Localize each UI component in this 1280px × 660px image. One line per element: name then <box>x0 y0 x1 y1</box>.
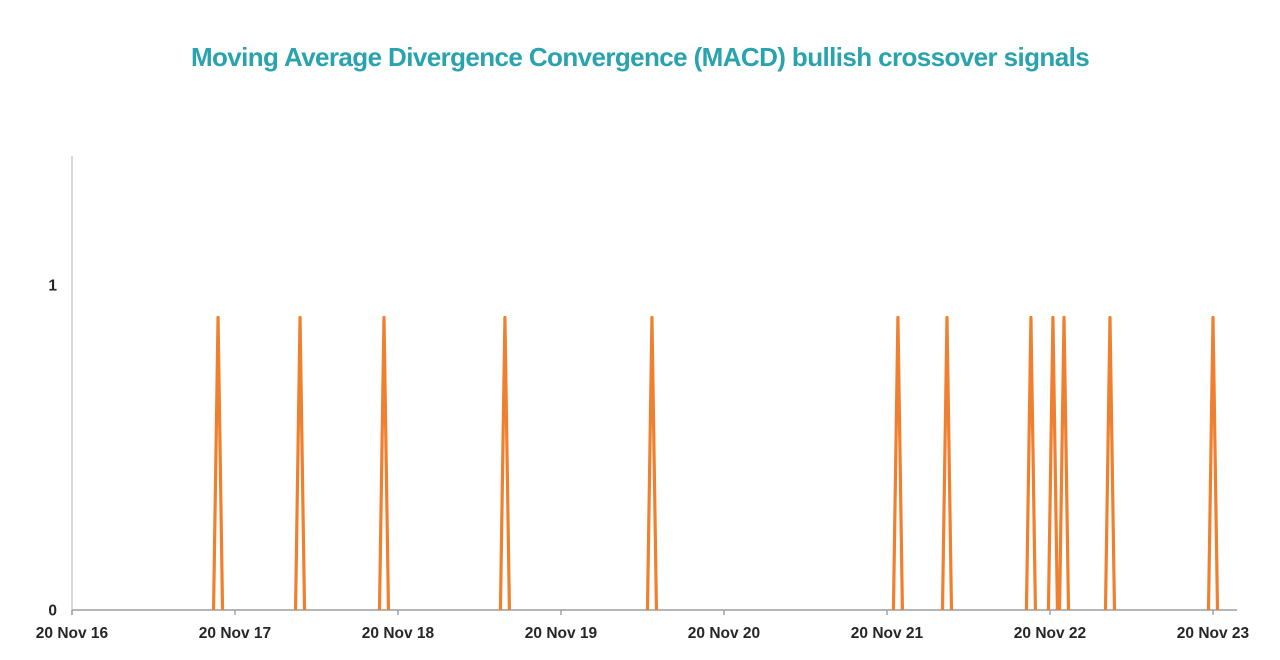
x-axis-label: 20 Nov 21 <box>851 625 924 642</box>
x-axis-label: 20 Nov 20 <box>688 625 760 642</box>
signal-spike <box>1206 315 1220 611</box>
signal-spike <box>1103 315 1117 611</box>
signal-spike <box>211 315 225 611</box>
x-axis-label: 20 Nov 22 <box>1014 625 1086 642</box>
signal-spike <box>498 315 512 611</box>
signal-spike <box>1024 315 1038 611</box>
signal-spike <box>891 315 905 611</box>
x-axis-label: 20 Nov 17 <box>199 625 271 642</box>
x-axis-label: 20 Nov 16 <box>36 625 109 642</box>
y-axis-label: 0 <box>48 603 57 620</box>
x-axis-label: 20 Nov 23 <box>1177 625 1250 642</box>
chart-title: Moving Average Divergence Convergence (M… <box>190 42 1090 72</box>
signal-spike <box>1057 315 1071 611</box>
signal-spike <box>293 315 307 611</box>
y-axis-label: 1 <box>48 278 57 295</box>
signal-spike <box>645 315 659 611</box>
signal-spike <box>377 315 391 611</box>
signal-spike <box>940 315 954 611</box>
x-axis-label: 20 Nov 19 <box>525 625 598 642</box>
x-axis-label: 20 Nov 18 <box>362 625 435 642</box>
signal-spike <box>1046 315 1060 611</box>
